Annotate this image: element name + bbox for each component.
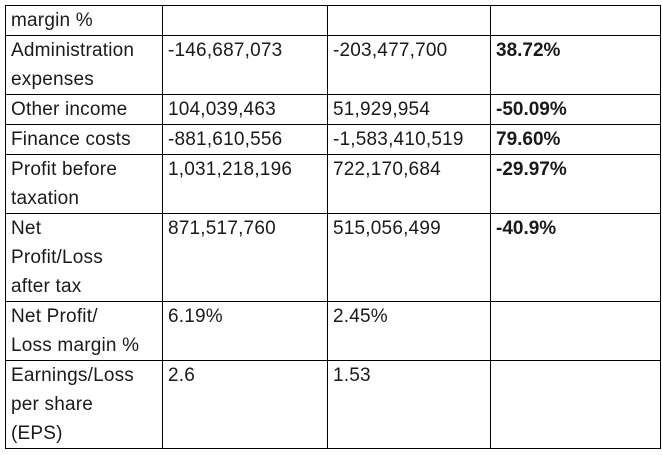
table-row: Profit before taxation 1,031,218,196 722… bbox=[5, 154, 661, 214]
row-label-line: (EPS) bbox=[11, 423, 63, 444]
change-cell bbox=[490, 360, 661, 449]
row-label-cell: Net Profit/Loss after tax bbox=[5, 213, 163, 302]
value-cell-current: 871,517,760 bbox=[162, 213, 328, 302]
value-cell-current: 6.19% bbox=[162, 301, 328, 361]
row-label-cell: margin % bbox=[5, 5, 163, 36]
value-cell-previous: -1,583,410,519 bbox=[327, 124, 491, 155]
row-label-line: Finance costs bbox=[11, 129, 131, 150]
row-label-line: margin % bbox=[11, 10, 93, 31]
row-label-line: Net Profit/ bbox=[11, 306, 98, 327]
value-cell-previous: 2.45% bbox=[327, 301, 491, 361]
row-label-line: Net bbox=[11, 218, 42, 239]
change-cell: 79.60% bbox=[490, 124, 661, 155]
value-cell-current bbox=[162, 5, 328, 36]
value-cell-previous: 722,170,684 bbox=[327, 154, 491, 214]
row-label-cell: Other income bbox=[5, 94, 163, 125]
value-cell-previous: -203,477,700 bbox=[327, 35, 491, 95]
row-label-line: Administration bbox=[11, 40, 135, 61]
change-cell bbox=[490, 301, 661, 361]
table-row: Net Profit/ Loss margin % 6.19% 2.45% bbox=[5, 301, 661, 361]
row-label-line: after tax bbox=[11, 276, 82, 297]
change-cell: -50.09% bbox=[490, 94, 661, 125]
table-row: margin % bbox=[5, 5, 661, 36]
table-row: Administration expenses -146,687,073 -20… bbox=[5, 35, 661, 95]
row-label-cell: Administration expenses bbox=[5, 35, 163, 95]
value-cell-previous: 1.53 bbox=[327, 360, 491, 449]
row-label-line: expenses bbox=[11, 69, 94, 90]
value-cell-previous bbox=[327, 5, 491, 36]
value-cell-previous: 51,929,954 bbox=[327, 94, 491, 125]
value-cell-current: 2.6 bbox=[162, 360, 328, 449]
row-label-line: Other income bbox=[11, 99, 128, 120]
row-label-line: taxation bbox=[11, 188, 80, 209]
row-label-cell: Finance costs bbox=[5, 124, 163, 155]
table-row: Other income 104,039,463 51,929,954 -50.… bbox=[5, 94, 661, 125]
table-row: Finance costs -881,610,556 -1,583,410,51… bbox=[5, 124, 661, 155]
financial-table-body: margin % Administration expenses -146,68… bbox=[5, 5, 661, 449]
table-row: Net Profit/Loss after tax 871,517,760 51… bbox=[5, 213, 661, 302]
row-label-line: Profit/Loss bbox=[11, 247, 103, 268]
row-label-line: Earnings/Loss bbox=[11, 365, 135, 386]
change-cell bbox=[490, 5, 661, 36]
row-label-cell: Net Profit/ Loss margin % bbox=[5, 301, 163, 361]
row-label-line: Profit before bbox=[11, 159, 118, 180]
row-label-line: Loss margin % bbox=[11, 335, 140, 356]
change-cell: 38.72% bbox=[490, 35, 661, 95]
table-row: Earnings/Loss per share (EPS) 2.6 1.53 bbox=[5, 360, 661, 449]
row-label-cell: Earnings/Loss per share (EPS) bbox=[5, 360, 163, 449]
financial-table: margin % Administration expenses -146,68… bbox=[5, 5, 661, 449]
value-cell-current: -881,610,556 bbox=[162, 124, 328, 155]
row-label-cell: Profit before taxation bbox=[5, 154, 163, 214]
change-cell: -29.97% bbox=[490, 154, 661, 214]
value-cell-current: -146,687,073 bbox=[162, 35, 328, 95]
value-cell-previous: 515,056,499 bbox=[327, 213, 491, 302]
change-cell: -40.9% bbox=[490, 213, 661, 302]
value-cell-current: 104,039,463 bbox=[162, 94, 328, 125]
row-label-line: per share bbox=[11, 394, 94, 415]
value-cell-current: 1,031,218,196 bbox=[162, 154, 328, 214]
